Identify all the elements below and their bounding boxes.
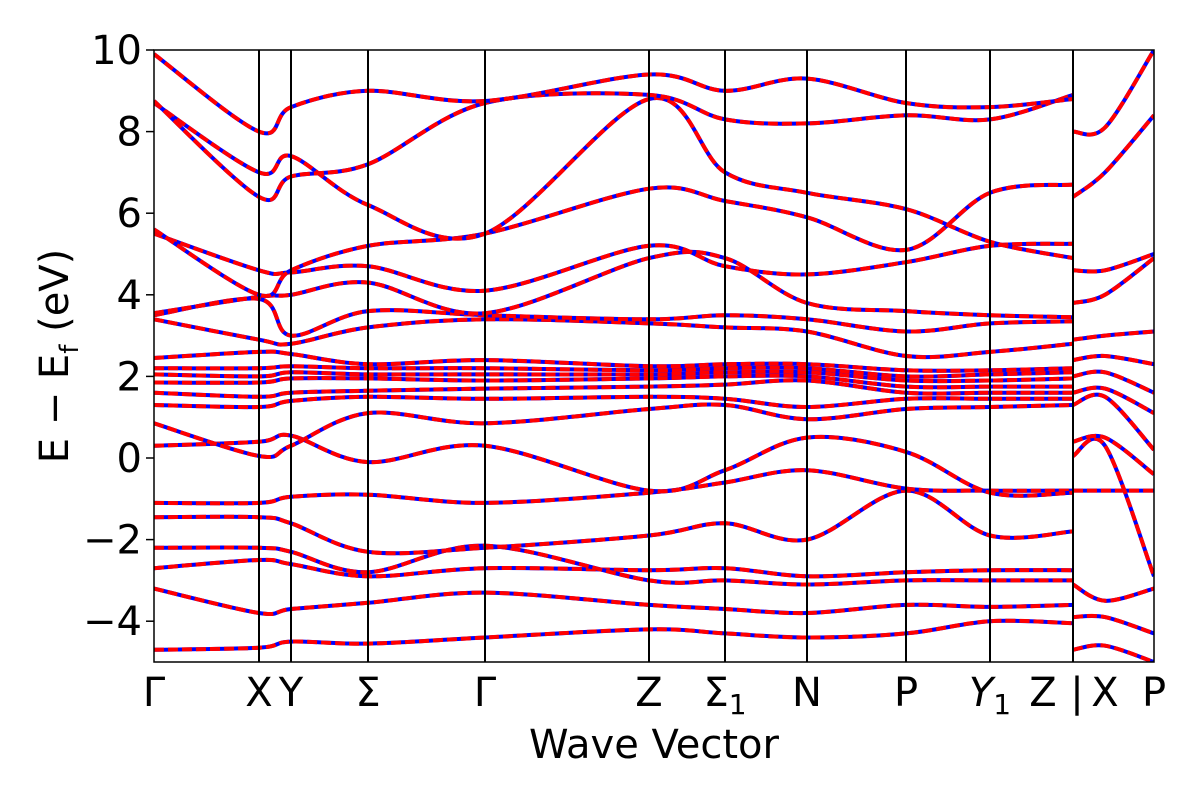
band-line-red bbox=[1071, 582, 1154, 603]
band-line-red bbox=[154, 557, 1074, 579]
y-axis-label-unit: (eV) bbox=[32, 249, 78, 345]
x-tick-label: Z bbox=[1029, 670, 1056, 716]
band-line-blue bbox=[1072, 50, 1154, 137]
y-tick-label: 4 bbox=[117, 273, 142, 319]
x-tick-label: X bbox=[1091, 670, 1118, 716]
band-line-red bbox=[154, 586, 1074, 617]
y-axis-label-sub: f bbox=[55, 344, 85, 354]
x-tick-label: X bbox=[245, 670, 272, 716]
plot-frame bbox=[153, 49, 1155, 663]
y-tick-label: 0 bbox=[117, 436, 142, 482]
y-axis-label-main: E − E bbox=[32, 354, 78, 464]
x-axis-label: Wave Vector bbox=[529, 722, 780, 768]
band-line-red bbox=[154, 91, 1074, 203]
band-line-red bbox=[154, 373, 1074, 390]
band-line-red bbox=[1072, 643, 1154, 662]
band-line-red bbox=[1072, 369, 1154, 395]
y-tick-label: −2 bbox=[83, 518, 142, 564]
band-line-blue bbox=[1072, 256, 1154, 305]
band-line-red bbox=[1072, 613, 1154, 636]
x-tick-label: Γ bbox=[143, 670, 166, 716]
x-tick-label: Y1 bbox=[969, 670, 1011, 721]
band-line-red bbox=[1072, 329, 1154, 342]
y-tick-label: −4 bbox=[83, 599, 142, 645]
band-line-blue bbox=[1072, 329, 1154, 342]
y-tick-label: 2 bbox=[117, 354, 142, 400]
band-line-blue bbox=[1072, 385, 1154, 415]
x-tick-label: N bbox=[792, 670, 822, 716]
band-line-red bbox=[154, 402, 1074, 459]
band-line-red bbox=[154, 432, 1074, 498]
y-tick-label: 8 bbox=[117, 110, 142, 156]
x-tick-label: Σ1 bbox=[703, 670, 746, 721]
x-tick-label: P bbox=[1142, 670, 1166, 716]
band-line-red bbox=[154, 249, 1074, 320]
band-line-red bbox=[1072, 385, 1154, 415]
band-line-red bbox=[154, 394, 1073, 410]
band-line-red bbox=[154, 96, 1074, 261]
band-line-red bbox=[1072, 252, 1154, 274]
band-line-red bbox=[1072, 256, 1154, 305]
band-line-red bbox=[154, 364, 1074, 379]
band-lines bbox=[154, 50, 1154, 662]
band-line-red bbox=[1072, 433, 1154, 476]
x-tick-label: Z bbox=[635, 670, 662, 716]
band-line-red bbox=[154, 618, 1074, 652]
band-line-red bbox=[1072, 392, 1154, 452]
x-tick-labels: Γ X Y Σ Γ Z Σ1 N P Y1 Z | X P bbox=[143, 670, 1166, 721]
band-line-red bbox=[1071, 436, 1154, 578]
y-axis-label: E − Ef (eV) bbox=[32, 249, 85, 464]
x-tick-label: Y bbox=[278, 670, 304, 716]
band-line-red bbox=[154, 488, 1074, 556]
x-tick-break: | bbox=[1070, 670, 1083, 716]
y-ticks: 10 8 6 4 2 0 −2 −4 bbox=[83, 28, 154, 645]
band-line-red bbox=[154, 369, 1074, 384]
x-tick-label: P bbox=[894, 670, 918, 716]
x-tick-label: Σ bbox=[355, 670, 380, 716]
band-line-blue bbox=[1072, 353, 1154, 367]
high-symmetry-lines bbox=[258, 50, 1074, 662]
y-tick-label: 10 bbox=[91, 28, 142, 74]
band-line-red bbox=[154, 349, 1074, 373]
band-line-red bbox=[154, 182, 1074, 299]
band-line-red bbox=[1072, 50, 1154, 137]
band-line-red bbox=[1072, 353, 1154, 367]
band-line-red bbox=[1071, 113, 1154, 199]
band-line-red bbox=[154, 52, 1074, 136]
band-line-red bbox=[154, 296, 1074, 338]
band-line-red bbox=[154, 543, 1073, 587]
y-tick-label: 6 bbox=[117, 191, 142, 237]
x-tick-label: Γ bbox=[474, 670, 497, 716]
